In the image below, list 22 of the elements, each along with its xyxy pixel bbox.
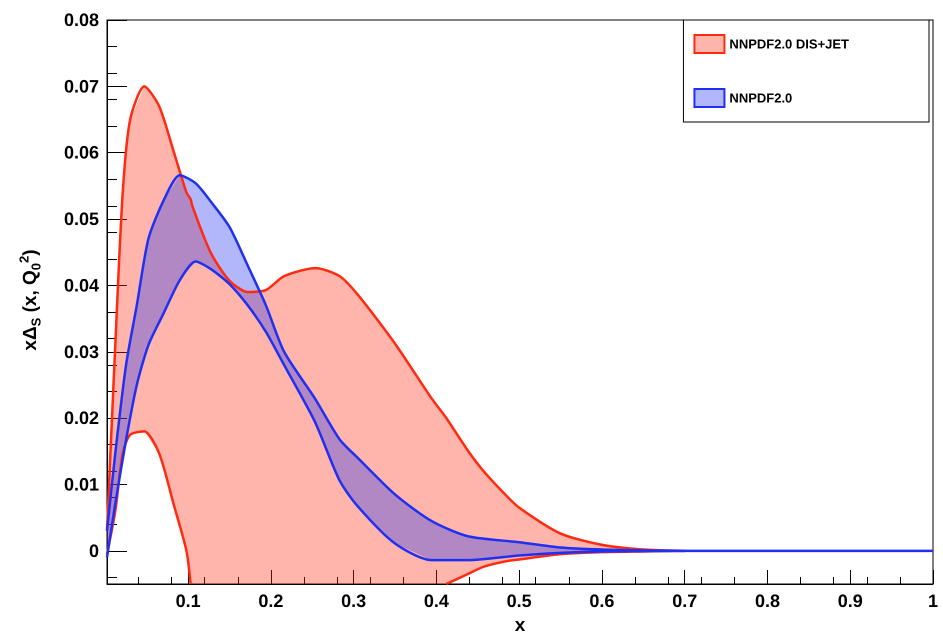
y-tick-label: 0.03 — [64, 342, 99, 362]
y-tick-label: 0.08 — [64, 10, 99, 30]
x-tick-label: 1 — [928, 591, 938, 611]
y-tick-label: 0.01 — [64, 474, 99, 494]
x-axis-title: x — [514, 615, 526, 636]
x-tick-label: 0.4 — [424, 591, 449, 611]
x-tick-label: 0.5 — [506, 591, 532, 611]
x-tick-label: 0.9 — [838, 591, 863, 611]
y-tick-label: 0.05 — [64, 209, 99, 230]
y-tick-label: 0.04 — [64, 275, 99, 296]
y-tick-label: 0.07 — [64, 76, 99, 96]
legend-label: NNPDF2.0 — [729, 90, 792, 106]
x-tick-label: 0.2 — [258, 591, 284, 611]
y-tick-label: 0 — [88, 540, 99, 561]
y-tick-label: 0.06 — [64, 142, 99, 163]
x-tick-label: 0.8 — [754, 591, 780, 611]
y-tick-label: 0.02 — [64, 408, 99, 428]
x-tick-label: 0.7 — [672, 591, 698, 611]
x-tick-label: 0.1 — [176, 591, 201, 611]
legend-label: NNPDF2.0 DIS+JET — [729, 36, 850, 52]
x-tick-label: 0.3 — [341, 591, 366, 611]
x-tick-label: 0.6 — [589, 591, 614, 611]
